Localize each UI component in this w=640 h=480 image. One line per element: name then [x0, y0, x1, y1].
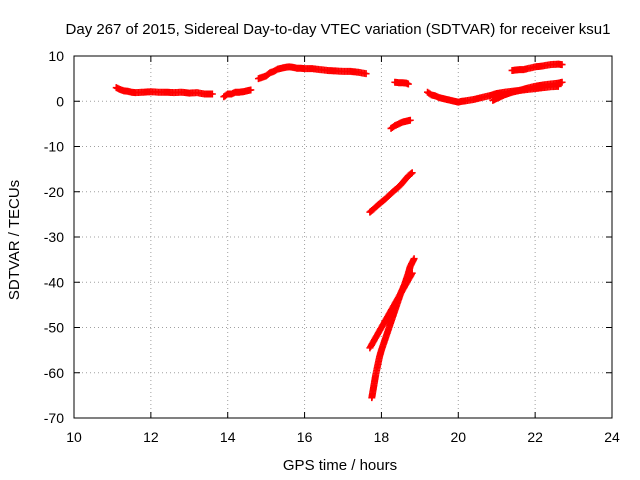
x-axis-label: GPS time / hours [283, 457, 397, 474]
data-point [410, 255, 418, 263]
y-tick-label: -60 [44, 365, 64, 381]
x-tick-label: 22 [527, 429, 543, 445]
x-tick-label: 16 [297, 429, 313, 445]
grid [74, 56, 612, 418]
x-tick-label: 18 [374, 429, 390, 445]
data-point [362, 70, 370, 78]
x-tick-label: 20 [450, 429, 466, 445]
data-point [404, 80, 412, 88]
data-point [408, 169, 416, 177]
x-tick-label: 10 [66, 429, 82, 445]
x-tick-label: 12 [143, 429, 159, 445]
y-tick-label: 0 [56, 93, 64, 109]
y-tick-label: -20 [44, 184, 64, 200]
y-tick-label: -30 [44, 229, 64, 245]
axis-ticks: 10 12 14 16 18 20 22 24 10 0 -10 -20 -30 -40 -50 -60 -70 [44, 48, 620, 445]
x-tick-label: 14 [220, 429, 236, 445]
data-point [406, 116, 414, 124]
x-tick-label: 24 [604, 429, 620, 445]
chart-title: Day 267 of 2015, Sidereal Day-to-day VTE… [66, 21, 611, 38]
y-tick-label: -40 [44, 274, 64, 290]
y-tick-label: 10 [48, 48, 64, 64]
y-tick-label: -10 [44, 139, 64, 155]
data-points [112, 60, 566, 402]
y-tick-label: -70 [44, 410, 64, 426]
data-point [247, 86, 255, 94]
data-point [558, 78, 566, 86]
y-axis-label: SDTVAR / TECUs [6, 180, 23, 300]
data-point [558, 61, 566, 69]
y-tick-label: -50 [44, 320, 64, 336]
data-point [208, 90, 216, 98]
